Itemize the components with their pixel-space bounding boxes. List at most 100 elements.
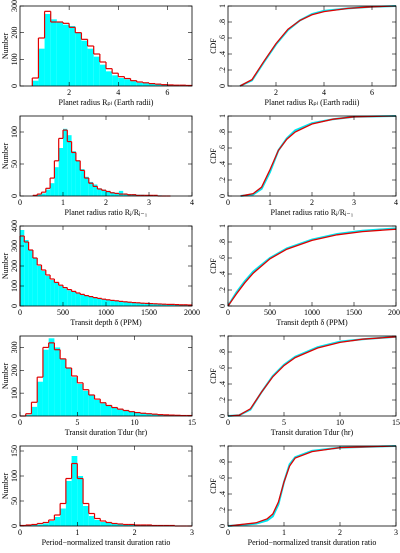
bar bbox=[183, 305, 188, 306]
bar bbox=[118, 301, 124, 306]
bar bbox=[136, 82, 143, 86]
x-tick-label: 2 bbox=[133, 528, 137, 537]
x-tick-label: 1500 bbox=[141, 308, 157, 317]
bar bbox=[166, 304, 171, 306]
y-tick-label: 100 bbox=[10, 126, 19, 138]
bar bbox=[67, 135, 72, 196]
x-tick-label: 2 bbox=[104, 198, 108, 207]
bar bbox=[71, 377, 78, 416]
x-tick-label: 5 bbox=[282, 418, 286, 427]
x-tick-label: 4 bbox=[394, 198, 398, 207]
y-axis-label: CDF bbox=[209, 148, 218, 164]
y-tick-label: 200 bbox=[10, 364, 19, 376]
bar bbox=[75, 32, 82, 86]
x-tick-label: 0 bbox=[18, 418, 22, 427]
y-axis-label: Number bbox=[1, 143, 10, 170]
bar bbox=[58, 148, 63, 196]
bar bbox=[50, 280, 55, 306]
bar bbox=[75, 160, 81, 196]
bar bbox=[110, 192, 115, 196]
y-tick-label: 200 bbox=[10, 260, 19, 272]
cdf-line bbox=[227, 445, 397, 527]
y-axis-label: CDF bbox=[209, 478, 218, 494]
panel: 0 5 10 15 0 100 200 300 Transit duration Tdur (h… bbox=[1, 335, 196, 437]
x-tick-label: 0 bbox=[18, 528, 22, 537]
y-tick-label: .4 bbox=[218, 491, 227, 497]
y-tick-label: .2 bbox=[218, 507, 227, 513]
bar bbox=[93, 298, 98, 306]
bar bbox=[146, 413, 152, 416]
bar bbox=[37, 524, 43, 526]
bar bbox=[50, 183, 55, 196]
y-tick-label: 400 bbox=[10, 220, 19, 232]
y-tick-label: 300 bbox=[10, 0, 19, 12]
x-tick-label: 4 bbox=[322, 88, 326, 97]
x-tick-label: 2 bbox=[338, 528, 342, 537]
bar bbox=[144, 303, 149, 306]
y-tick-label: .6 bbox=[218, 255, 227, 261]
bar bbox=[37, 266, 42, 306]
x-tick-label: 1000 bbox=[304, 308, 320, 317]
x-tick-label: 1 bbox=[61, 198, 65, 207]
y-tick-label: .8 bbox=[218, 19, 227, 25]
x-tick-label: 1 bbox=[282, 528, 286, 537]
bar bbox=[106, 523, 112, 526]
y-axis-label: Number bbox=[1, 363, 10, 390]
bar bbox=[42, 349, 49, 416]
y-tick-label: 0 bbox=[10, 524, 19, 528]
x-tick-label: 0 bbox=[226, 308, 230, 317]
bar bbox=[42, 523, 49, 526]
bar bbox=[84, 296, 89, 306]
bar bbox=[149, 83, 156, 86]
x-tick-label: 6 bbox=[370, 88, 374, 97]
bar bbox=[99, 64, 106, 86]
bar bbox=[65, 368, 72, 416]
bar bbox=[77, 476, 84, 526]
plot-frame bbox=[19, 335, 193, 417]
y-tick-label: .8 bbox=[218, 349, 227, 355]
x-tick-label: 0 bbox=[226, 198, 230, 207]
bar bbox=[118, 190, 124, 196]
bar bbox=[54, 283, 59, 306]
cdf-line bbox=[239, 5, 397, 87]
x-tick-label: 10 bbox=[131, 418, 139, 427]
bar bbox=[140, 303, 145, 306]
x-tick-label: 3 bbox=[352, 198, 356, 207]
bar bbox=[80, 169, 85, 196]
bar bbox=[45, 189, 51, 196]
bar bbox=[155, 84, 162, 86]
x-axis-label: Planet radius ratio Rⱼ/Rⱼ₋₁ bbox=[65, 208, 148, 217]
y-tick-label: .2 bbox=[218, 287, 227, 293]
bar bbox=[117, 409, 124, 416]
bar bbox=[63, 128, 68, 196]
bar bbox=[41, 271, 46, 306]
x-tick-label: 1000 bbox=[98, 308, 114, 317]
x-axis-label: Transit depth δ (PPM) bbox=[276, 318, 348, 327]
x-tick-label: 5 bbox=[75, 418, 79, 427]
bar bbox=[28, 250, 33, 306]
bar bbox=[111, 523, 118, 526]
bar bbox=[136, 303, 141, 306]
bar bbox=[131, 302, 137, 306]
bar bbox=[50, 19, 57, 86]
bar bbox=[124, 79, 131, 86]
bar bbox=[31, 406, 38, 416]
bar bbox=[114, 301, 119, 306]
bar bbox=[94, 400, 101, 416]
bar bbox=[106, 405, 112, 416]
y-tick-label: 1 bbox=[218, 4, 227, 8]
y-tick-label: 1 bbox=[218, 114, 227, 118]
bar bbox=[151, 414, 158, 416]
bar bbox=[32, 80, 39, 86]
bar bbox=[88, 395, 95, 416]
y-tick-label: .4 bbox=[218, 381, 227, 387]
x-tick-label: 4 bbox=[116, 88, 120, 97]
y-tick-label: 0 bbox=[10, 194, 19, 198]
y-tick-label: 0 bbox=[218, 304, 227, 308]
x-axis-label: Period−normalized transit duration ratio bbox=[42, 538, 171, 547]
bar bbox=[118, 78, 125, 86]
bar bbox=[97, 188, 102, 196]
y-axis-label: CDF bbox=[209, 368, 218, 384]
bar bbox=[31, 525, 38, 526]
y-axis-label: CDF bbox=[209, 38, 218, 54]
